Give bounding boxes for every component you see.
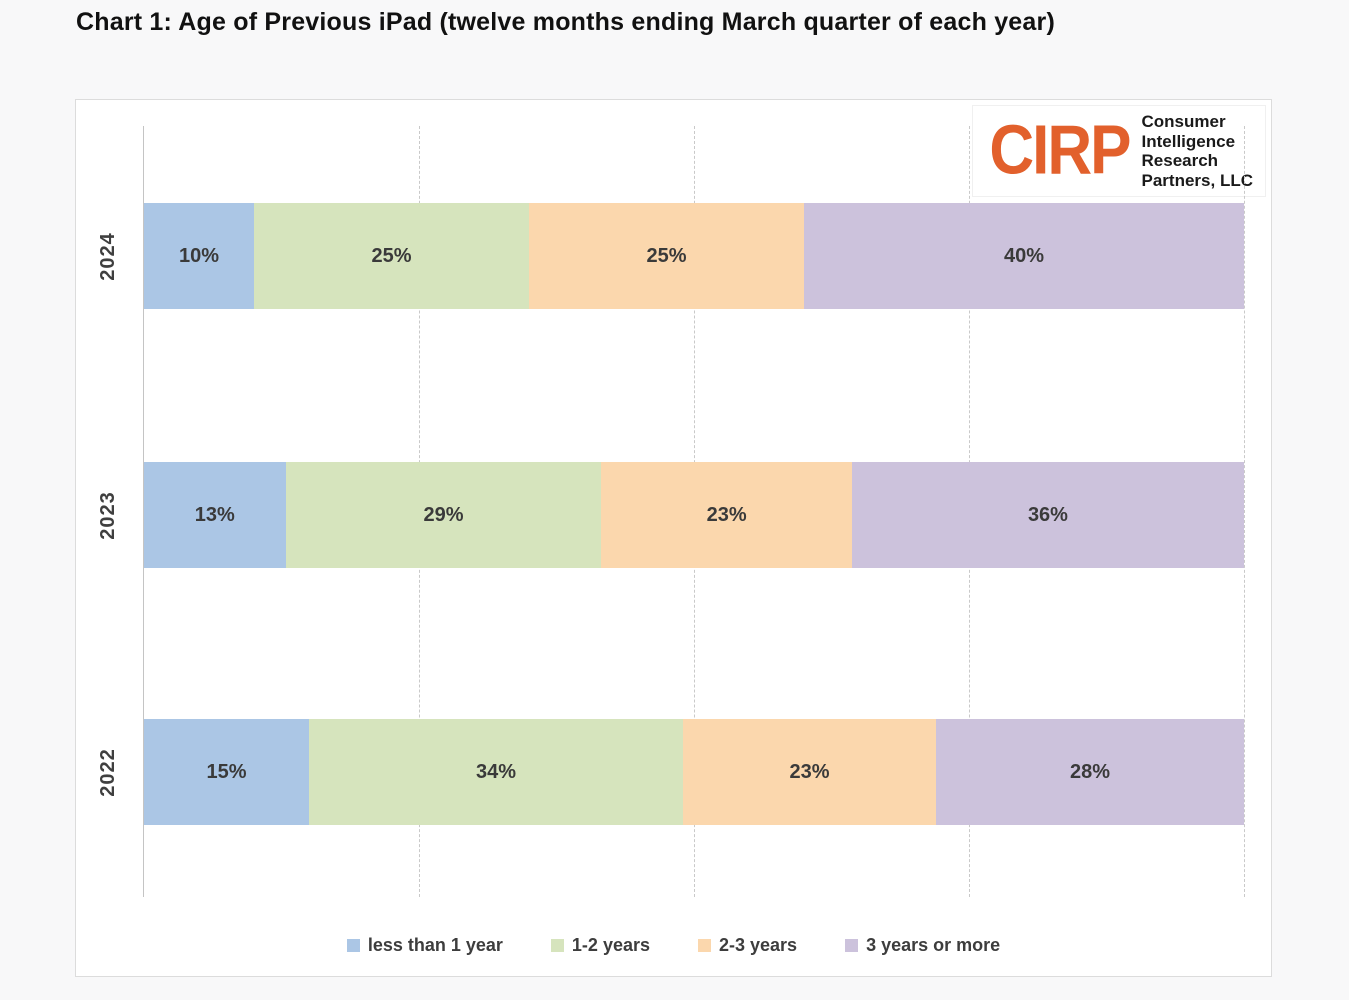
cirp-logo-acronym: CIRP [989,111,1131,189]
bar-row-2024: 2024 10% 25% 25% 40% [97,203,1244,309]
year-label-2024: 2024 [96,231,119,281]
chart-legend: less than 1 year 1-2 years 2-3 years 3 year… [76,935,1271,956]
gridline-100 [1244,126,1245,897]
year-label-wrap: 2024 [80,203,136,309]
bar-segment-2022-1-2-years: 34% [309,719,683,825]
chart-card: CIRP Consumer Intelligence Research Part… [75,99,1272,977]
year-label-wrap: 2023 [80,462,136,568]
bar-segment-2022-3-years-or-more: 28% [936,719,1244,825]
legend-item-1-2-years: 1-2 years [550,935,650,956]
year-label-wrap: 2022 [80,719,136,825]
bar-row-2023: 2023 13% 29% 23% 36% [97,462,1244,568]
legend-swatch [698,939,711,952]
bar-segment-2024-1-2-years: 25% [254,203,529,309]
cirp-logo-name-line: Intelligence [1141,131,1236,151]
plot-area: 2024 10% 25% 25% 40% 2023 13% 29% 23% 36% 2022 15% 3… [97,126,1245,897]
bar-segment-2024-2-3-years: 25% [529,203,804,309]
page-title: Chart 1: Age of Previous iPad (twelve mo… [76,8,1055,36]
year-label-2023: 2023 [96,490,119,540]
legend-item-3-years-or-more: 3 years or more [845,935,1000,956]
bar-segment-2023-1-2-years: 29% [285,462,602,568]
year-label-2022: 2022 [96,747,119,797]
bar-segment-2023-3-years-or-more: 36% [851,462,1244,568]
cirp-logo-name-line: Consumer [1141,112,1226,131]
bar-segment-2022-2-3-years: 23% [683,719,936,825]
legend-swatch [845,939,859,952]
legend-label: 2-3 years [719,935,798,955]
legend-item-less-than-1-year: less than 1 year [346,935,503,956]
bar-row-2022: 2022 15% 34% 23% 28% [97,719,1244,825]
cirp-logo-name-line: Research [1141,151,1219,171]
bar-segment-2023-less-than-1-year: 13% [144,462,286,568]
bar-segment-2023-2-3-years: 23% [601,462,852,568]
bar-segment-2024-3-years-or-more: 40% [804,203,1244,309]
legend-label: less than 1 year [367,935,503,955]
cirp-logo-name: Consumer Intelligence Research Partners,… [1142,112,1253,190]
legend-label: 3 years or more [866,935,1001,955]
legend-item-2-3-years: 2-3 years [698,935,797,956]
legend-label: 1-2 years [571,935,650,955]
bar-segment-2024-less-than-1-year: 10% [144,203,254,309]
legend-swatch [346,939,360,952]
legend-swatch [550,939,564,952]
bar-segment-2022-less-than-1-year: 15% [144,719,309,825]
cirp-logo-name-line: Partners, LLC [1141,170,1253,190]
cirp-logo: CIRP Consumer Intelligence Research Part… [972,105,1266,198]
